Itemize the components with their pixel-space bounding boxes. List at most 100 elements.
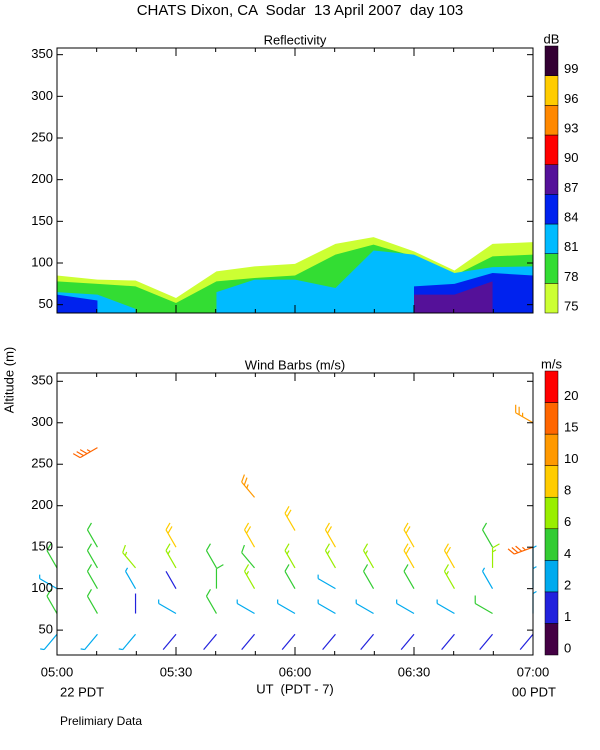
wind-barb [236, 599, 255, 615]
y-tick-label: 150 [31, 213, 53, 228]
wind-barb [122, 544, 136, 569]
y-tick-label: 100 [31, 580, 53, 595]
wind-barb [125, 567, 137, 589]
wind-barb [482, 522, 494, 548]
colorbar-label: 90 [564, 150, 578, 165]
wind-barb [86, 564, 98, 589]
y-tick-label: 50 [39, 296, 53, 311]
wind-barb [284, 564, 296, 589]
wind-barb [162, 633, 177, 650]
wind-barb [396, 599, 415, 615]
colorbar-label: 6 [564, 514, 571, 529]
reflectivity-area [57, 294, 98, 313]
colorbar-box [544, 283, 559, 314]
colorbar-label: 15 [564, 420, 578, 435]
wind-barb [403, 522, 415, 548]
wind-barb [158, 599, 177, 615]
wind-barb [165, 571, 177, 589]
colorbar-unit: dB [544, 31, 560, 46]
x-tick-label: 06:30 [398, 664, 431, 679]
colorbar-box [544, 528, 559, 561]
wind-barb [244, 564, 256, 589]
wind-barb [165, 522, 177, 548]
colorbar-label: 2 [564, 577, 571, 592]
wind-barb [46, 588, 58, 614]
wind-barb [284, 543, 296, 569]
y-tick-label: 250 [31, 129, 53, 144]
wind-barb [355, 599, 374, 615]
wind-barb [86, 543, 98, 569]
wind-barb [241, 474, 255, 498]
wind-barb [244, 522, 256, 548]
colorbar-label: 84 [564, 209, 578, 224]
y-tick-label: 250 [31, 456, 53, 471]
y-tick-label: 50 [39, 622, 53, 637]
wind-barb [215, 564, 224, 589]
wind-barb [443, 543, 455, 569]
wind-barb [281, 633, 296, 650]
wind-barb [479, 633, 493, 650]
wind-barb [205, 588, 217, 614]
wind-barb [324, 522, 336, 548]
panel-title: Reflectivity [264, 32, 327, 47]
wind-barb [474, 595, 493, 615]
x-start-label: 22 PDT [60, 684, 104, 699]
page-title: CHATS Dixon, CA Sodar 13 April 2007 day … [137, 2, 464, 19]
colorbar-box [544, 253, 559, 284]
wind-barb [317, 599, 336, 615]
y-axis-label: Altitude (m) [1, 347, 16, 413]
y-tick-label: 350 [31, 46, 53, 61]
panel-title: Wind Barbs (m/s) [245, 357, 345, 372]
wind-barb [360, 633, 374, 650]
colorbar-box [544, 402, 559, 435]
wind-barb [482, 567, 494, 589]
y-tick-label: 200 [31, 171, 53, 186]
colorbar-label: 20 [564, 388, 578, 403]
colorbar-label: 78 [564, 269, 578, 284]
colorbar-box [544, 591, 559, 624]
wind-barb [72, 447, 98, 459]
colorbar-box [544, 105, 559, 136]
wind-barb [519, 633, 534, 650]
colorbar-box [544, 223, 559, 254]
wind-barb [363, 564, 375, 589]
colorbar-unit: m/s [541, 356, 562, 371]
colorbar-label: 99 [564, 61, 578, 76]
wind-barb [284, 506, 296, 531]
wind-barb [403, 543, 415, 569]
colorbar-label: 81 [564, 239, 578, 254]
wind-barb [203, 633, 217, 650]
colorbar-label: 87 [564, 180, 578, 195]
wind-barb [441, 633, 455, 650]
wind-barb [507, 545, 534, 555]
colorbar-box [544, 134, 559, 165]
wind-barb [241, 633, 255, 650]
colorbar-box [544, 370, 559, 403]
wind-barb [46, 543, 58, 569]
wind-barb [317, 574, 336, 590]
wind-barb [40, 633, 58, 651]
colorbar-label: 4 [564, 546, 571, 561]
wind-barb [118, 633, 136, 651]
wind-barb [205, 543, 217, 569]
wind-barb [436, 599, 455, 615]
x-tick-label: 05:00 [41, 664, 74, 679]
x-tick-label: 05:30 [160, 664, 193, 679]
wind-barb [86, 588, 98, 614]
colorbar-box [544, 433, 559, 466]
wind-barb [400, 633, 415, 650]
colorbar-label: 96 [564, 91, 578, 106]
y-tick-label: 350 [31, 373, 53, 388]
colorbar-label: 75 [564, 298, 578, 313]
colorbar-label: 8 [564, 483, 571, 498]
wind-barb [403, 564, 415, 589]
y-tick-label: 300 [31, 414, 53, 429]
colorbar-box [544, 465, 559, 498]
colorbar-box [544, 496, 559, 530]
wind-barb [165, 543, 177, 569]
footer: Prelimiary Data [60, 714, 142, 728]
wind-barb [443, 564, 455, 589]
y-tick-label: 100 [31, 254, 53, 269]
